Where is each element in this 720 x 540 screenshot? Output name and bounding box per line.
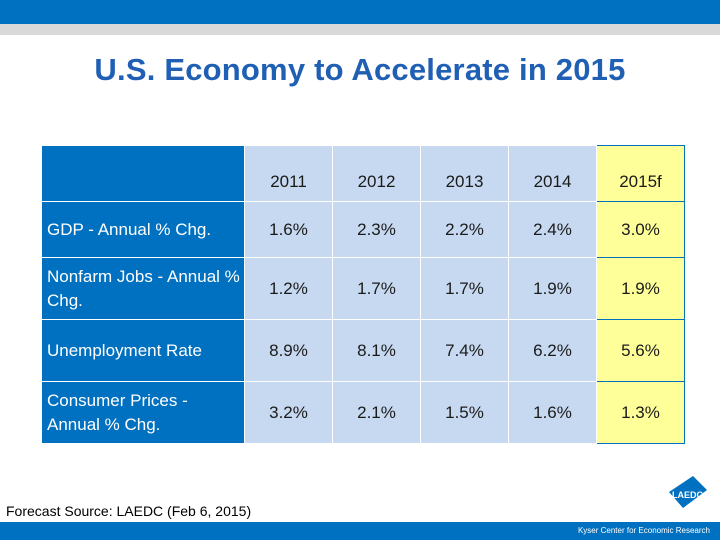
row-label: Unemployment Rate	[41, 319, 245, 382]
footer-bar	[0, 522, 720, 540]
table-cell: 6.2%	[508, 319, 597, 382]
table-row: Consumer Prices - Annual % Chg. 3.2% 2.1…	[41, 381, 685, 444]
table-cell: 2.2%	[420, 201, 509, 258]
table-cell: 7.4%	[420, 319, 509, 382]
header-accent-bar	[0, 24, 720, 35]
year-header: 2013	[420, 145, 509, 202]
table-cell: 2.1%	[332, 381, 421, 444]
row-label: Nonfarm Jobs - Annual % Chg.	[41, 257, 245, 320]
table-cell: 1.6%	[508, 381, 597, 444]
header-bar	[0, 0, 720, 24]
table-cell: 3.2%	[244, 381, 333, 444]
table-cell: 1.7%	[332, 257, 421, 320]
table-header-row: 2011 2012 2013 2014 2015f	[41, 145, 685, 202]
year-header: 2011	[244, 145, 333, 202]
laedc-logo-icon: LAEDC	[669, 476, 707, 508]
row-label: GDP - Annual % Chg.	[41, 201, 245, 258]
table-cell: 1.9%	[508, 257, 597, 320]
table-cell: 8.1%	[332, 319, 421, 382]
table-cell-forecast: 1.9%	[596, 257, 685, 320]
economic-forecast-table: 2011 2012 2013 2014 2015f GDP - Annual %…	[41, 145, 685, 444]
table-cell-forecast: 1.3%	[596, 381, 685, 444]
table-cell-forecast: 5.6%	[596, 319, 685, 382]
header-blank-cell	[41, 145, 245, 202]
year-header: 2014	[508, 145, 597, 202]
logo-text: LAEDC	[672, 490, 703, 500]
year-header-forecast: 2015f	[596, 145, 685, 202]
table-cell-forecast: 3.0%	[596, 201, 685, 258]
table-cell: 2.3%	[332, 201, 421, 258]
table-cell: 1.5%	[420, 381, 509, 444]
table-cell: 1.6%	[244, 201, 333, 258]
table-cell: 8.9%	[244, 319, 333, 382]
table-cell: 2.4%	[508, 201, 597, 258]
laedc-logo: LAEDC	[665, 472, 709, 512]
table-row: GDP - Annual % Chg. 1.6% 2.3% 2.2% 2.4% …	[41, 201, 685, 258]
slide-title: U.S. Economy to Accelerate in 2015	[94, 52, 626, 87]
forecast-source-note: Forecast Source: LAEDC (Feb 6, 2015)	[6, 503, 252, 519]
year-header: 2012	[332, 145, 421, 202]
row-label: Consumer Prices - Annual % Chg.	[41, 381, 245, 444]
footer-org-name: Kyser Center for Economic Research	[577, 526, 710, 535]
table-cell: 1.2%	[244, 257, 333, 320]
table-row: Unemployment Rate 8.9% 8.1% 7.4% 6.2% 5.…	[41, 319, 685, 382]
table-row: Nonfarm Jobs - Annual % Chg. 1.2% 1.7% 1…	[41, 257, 685, 320]
table-cell: 1.7%	[420, 257, 509, 320]
